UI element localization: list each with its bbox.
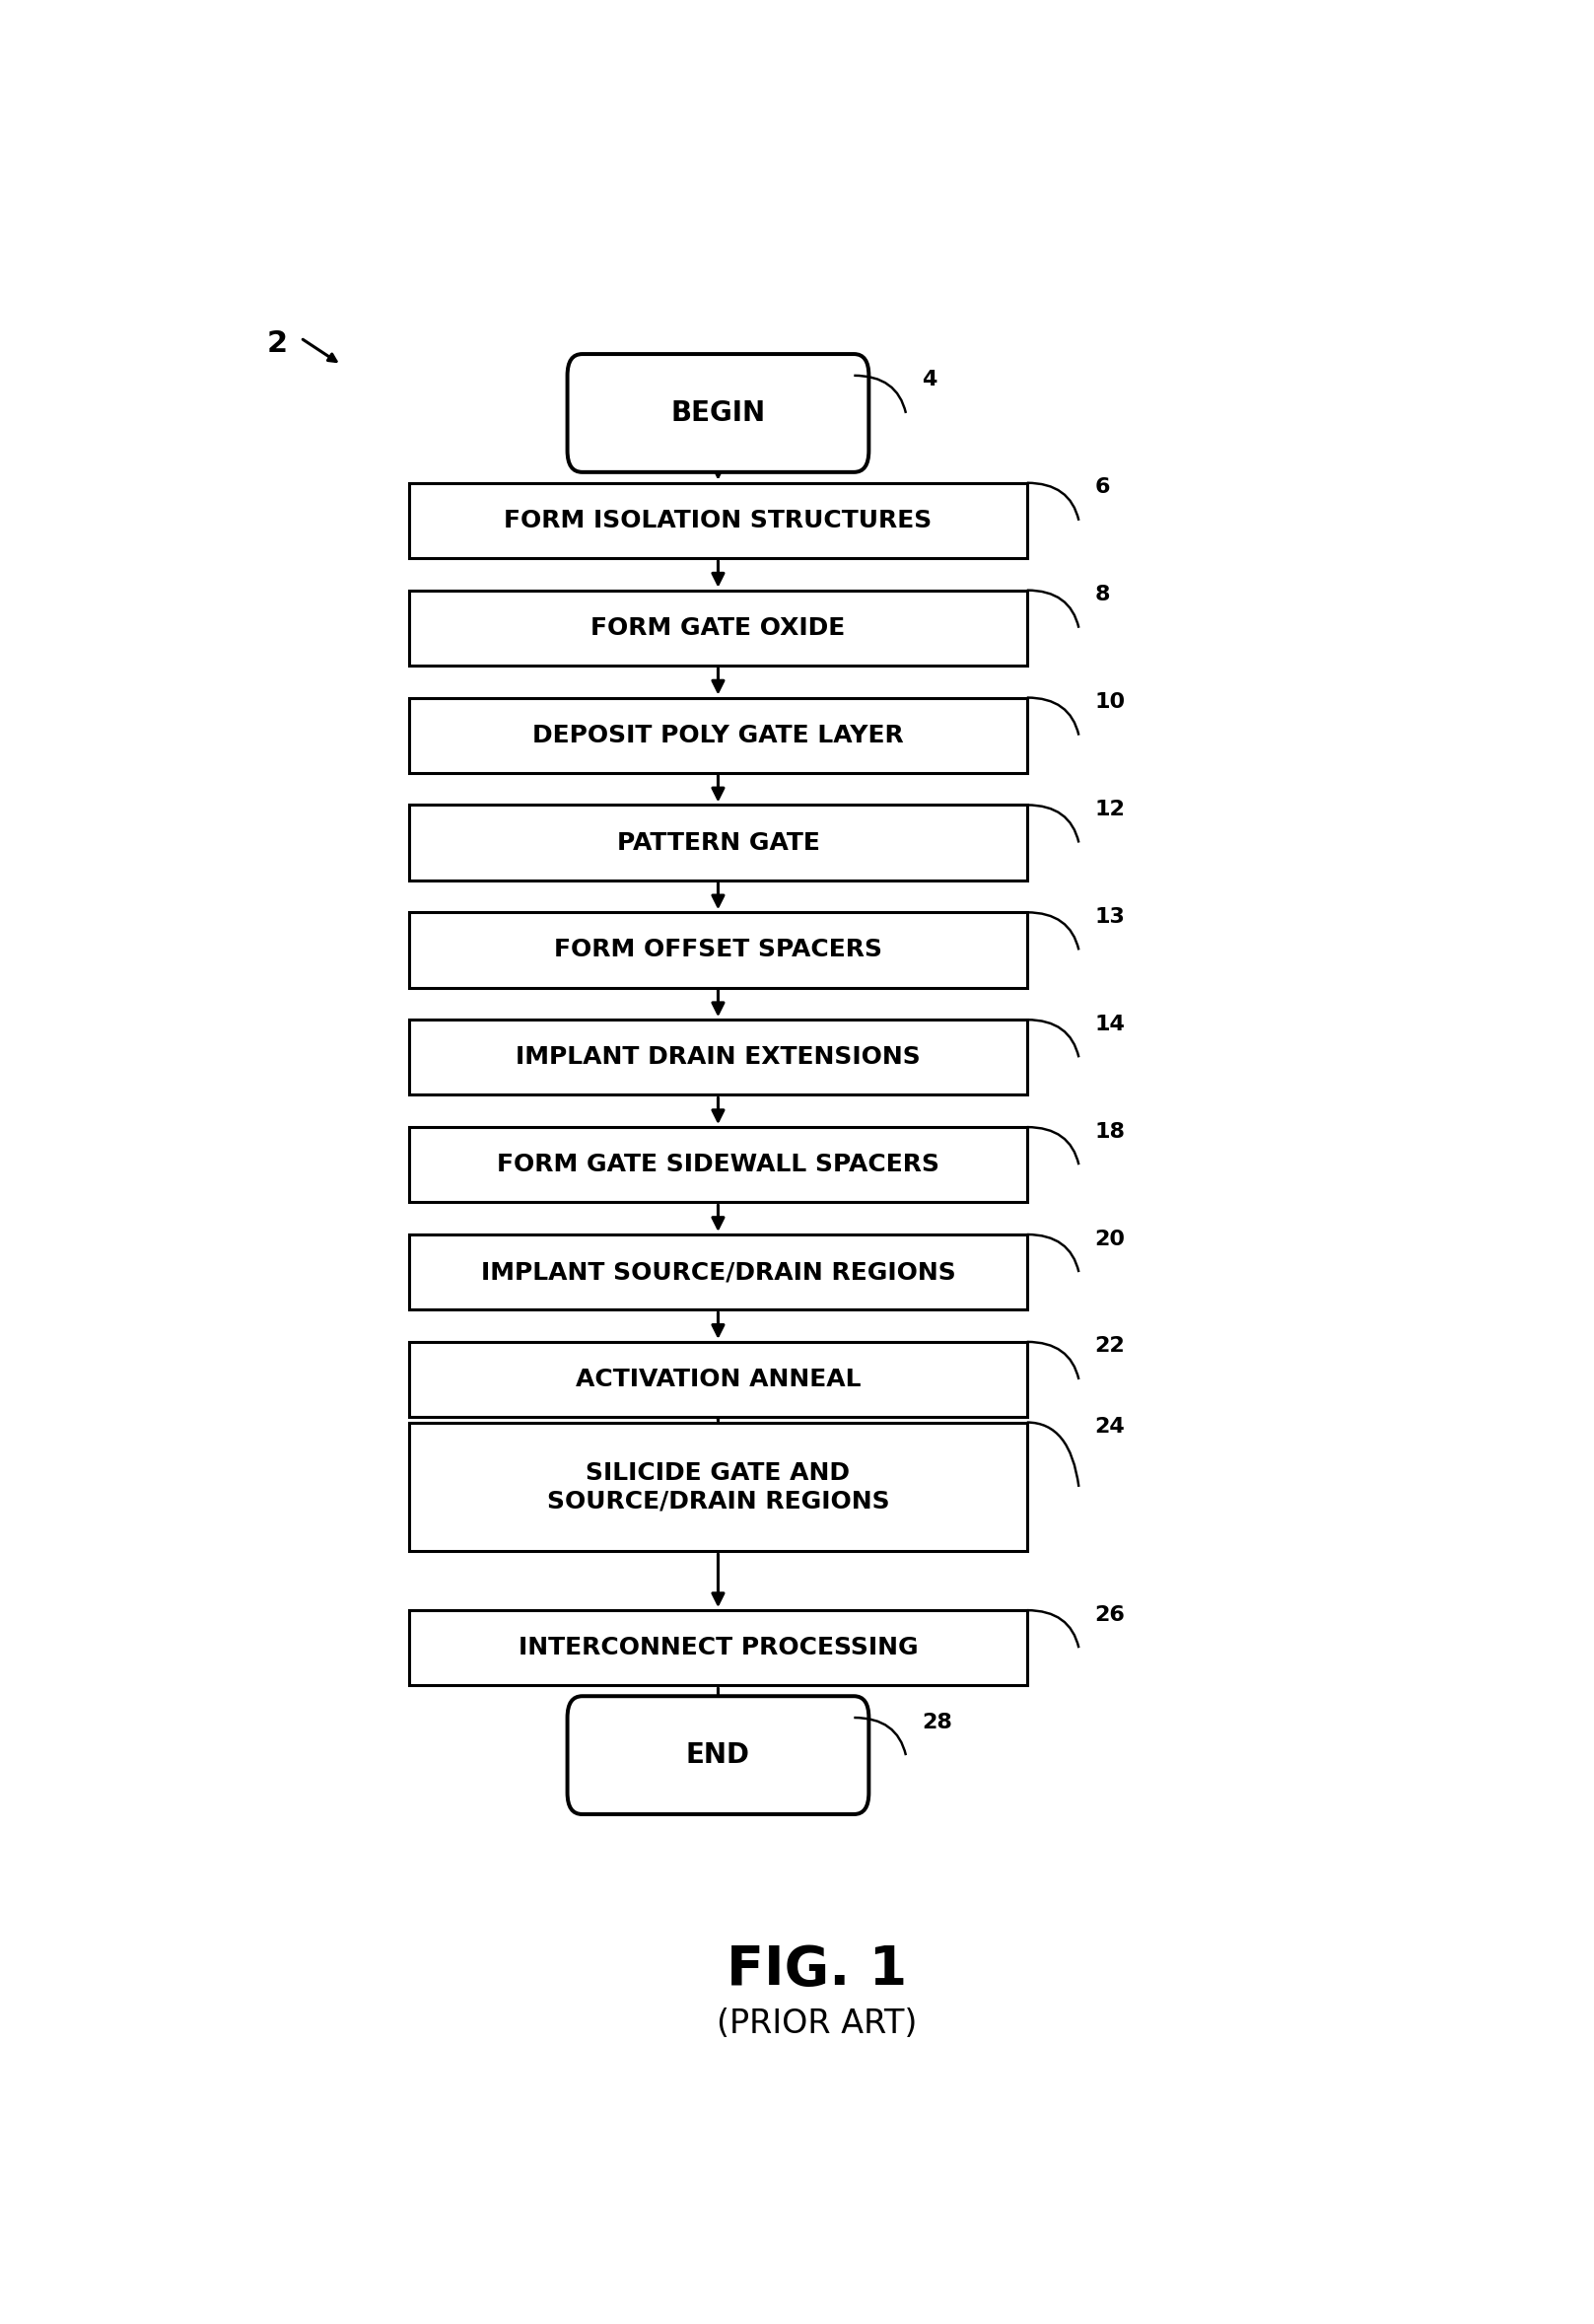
Text: 12: 12 xyxy=(1095,799,1125,820)
Text: PATTERN GATE: PATTERN GATE xyxy=(617,830,819,855)
FancyBboxPatch shape xyxy=(410,1127,1027,1202)
Text: 22: 22 xyxy=(1095,1336,1125,1357)
FancyBboxPatch shape xyxy=(410,483,1027,558)
Text: FIG. 1: FIG. 1 xyxy=(727,1943,907,1996)
FancyBboxPatch shape xyxy=(410,1341,1027,1418)
Text: BEGIN: BEGIN xyxy=(671,400,765,428)
FancyBboxPatch shape xyxy=(410,590,1027,665)
Text: FORM GATE OXIDE: FORM GATE OXIDE xyxy=(591,616,845,639)
FancyBboxPatch shape xyxy=(410,1611,1027,1685)
Text: 28: 28 xyxy=(921,1713,952,1731)
Text: 13: 13 xyxy=(1095,906,1125,927)
Text: 26: 26 xyxy=(1095,1606,1125,1624)
FancyBboxPatch shape xyxy=(410,1234,1027,1311)
FancyBboxPatch shape xyxy=(410,913,1027,988)
Text: 4: 4 xyxy=(921,370,937,390)
Text: DEPOSIT POLY GATE LAYER: DEPOSIT POLY GATE LAYER xyxy=(532,723,904,746)
Text: FORM GATE SIDEWALL SPACERS: FORM GATE SIDEWALL SPACERS xyxy=(497,1153,939,1176)
Text: 24: 24 xyxy=(1095,1418,1125,1436)
FancyBboxPatch shape xyxy=(410,804,1027,881)
Text: 2: 2 xyxy=(268,330,289,358)
FancyBboxPatch shape xyxy=(410,1020,1027,1095)
Text: 8: 8 xyxy=(1095,586,1109,604)
Text: 20: 20 xyxy=(1095,1229,1125,1248)
FancyBboxPatch shape xyxy=(567,353,869,472)
FancyBboxPatch shape xyxy=(410,1422,1027,1550)
Text: ACTIVATION ANNEAL: ACTIVATION ANNEAL xyxy=(575,1367,861,1392)
Text: 10: 10 xyxy=(1095,693,1125,711)
Text: INTERCONNECT PROCESSING: INTERCONNECT PROCESSING xyxy=(518,1636,918,1659)
Text: IMPLANT DRAIN EXTENSIONS: IMPLANT DRAIN EXTENSIONS xyxy=(515,1046,921,1069)
Text: FORM OFFSET SPACERS: FORM OFFSET SPACERS xyxy=(555,939,881,962)
Text: IMPLANT SOURCE/DRAIN REGIONS: IMPLANT SOURCE/DRAIN REGIONS xyxy=(481,1260,955,1283)
Text: 6: 6 xyxy=(1095,476,1109,497)
FancyBboxPatch shape xyxy=(410,697,1027,774)
Text: SILICIDE GATE AND
SOURCE/DRAIN REGIONS: SILICIDE GATE AND SOURCE/DRAIN REGIONS xyxy=(547,1462,889,1513)
Text: (PRIOR ART): (PRIOR ART) xyxy=(717,2008,917,2040)
FancyBboxPatch shape xyxy=(567,1697,869,1815)
Text: FORM ISOLATION STRUCTURES: FORM ISOLATION STRUCTURES xyxy=(504,509,932,532)
Text: 14: 14 xyxy=(1095,1013,1125,1034)
Text: 18: 18 xyxy=(1095,1122,1125,1141)
Text: END: END xyxy=(685,1741,751,1769)
